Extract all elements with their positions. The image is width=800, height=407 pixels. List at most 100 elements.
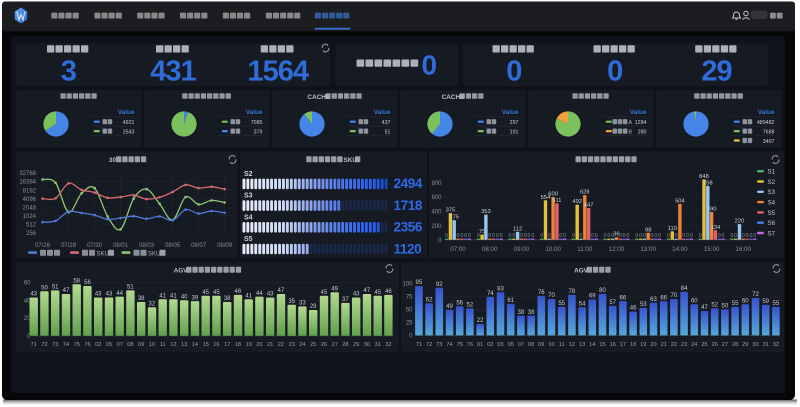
svg-text:400: 400 xyxy=(431,210,442,216)
svg-text:0: 0 xyxy=(509,233,512,239)
svg-text:22: 22 xyxy=(671,342,677,348)
svg-text:10: 10 xyxy=(149,342,155,348)
svg-text:52: 52 xyxy=(711,303,718,309)
svg-text:0: 0 xyxy=(722,233,725,239)
svg-text:1564: 1564 xyxy=(247,56,308,88)
svg-text:0: 0 xyxy=(643,233,646,239)
svg-text:B: B xyxy=(629,130,633,136)
svg-text:0: 0 xyxy=(651,233,654,239)
svg-text:59: 59 xyxy=(762,299,769,305)
svg-text:19: 19 xyxy=(246,342,252,348)
svg-text:0: 0 xyxy=(667,233,670,239)
svg-text:45: 45 xyxy=(321,290,328,296)
svg-text:100: 100 xyxy=(402,282,413,288)
svg-text:32768: 32768 xyxy=(19,171,36,177)
svg-text:12:00: 12:00 xyxy=(609,246,625,253)
svg-text:0: 0 xyxy=(572,233,575,239)
svg-text:12: 12 xyxy=(569,342,575,348)
svg-text:95: 95 xyxy=(416,280,423,286)
svg-text:41: 41 xyxy=(170,294,177,300)
svg-text:08: 08 xyxy=(127,342,133,348)
svg-text:0: 0 xyxy=(540,233,543,239)
svg-text:504: 504 xyxy=(675,198,685,204)
svg-text:46: 46 xyxy=(235,289,242,295)
svg-text:554: 554 xyxy=(541,195,551,201)
svg-text:437: 437 xyxy=(382,120,391,126)
svg-text:0: 0 xyxy=(734,233,737,239)
svg-text:15:00: 15:00 xyxy=(704,246,720,253)
svg-text:512: 512 xyxy=(26,222,37,228)
svg-text:70: 70 xyxy=(548,293,555,299)
svg-text:75: 75 xyxy=(479,229,485,235)
svg-text:52: 52 xyxy=(467,303,474,309)
svg-text:0: 0 xyxy=(506,56,521,88)
svg-text:18: 18 xyxy=(630,342,636,348)
svg-text:CACHE: CACHE xyxy=(307,94,330,101)
svg-text:S2: S2 xyxy=(768,179,776,186)
svg-text:0: 0 xyxy=(488,233,491,239)
svg-text:21: 21 xyxy=(661,342,667,348)
svg-text:53: 53 xyxy=(640,302,647,308)
svg-text:0: 0 xyxy=(460,233,463,239)
svg-text:200: 200 xyxy=(431,224,442,230)
svg-text:11:00: 11:00 xyxy=(577,246,593,253)
svg-text:45: 45 xyxy=(374,290,381,296)
svg-text:16384: 16384 xyxy=(19,180,36,186)
svg-text:09:00: 09:00 xyxy=(514,246,530,253)
svg-text:62: 62 xyxy=(426,297,433,303)
svg-text:08/03: 08/03 xyxy=(139,243,155,249)
svg-text:17: 17 xyxy=(224,342,230,348)
svg-text:14:00: 14:00 xyxy=(672,246,688,253)
svg-text:51: 51 xyxy=(385,129,391,135)
svg-text:45: 45 xyxy=(213,290,220,296)
svg-text:22: 22 xyxy=(477,318,484,324)
svg-text:134: 134 xyxy=(711,225,721,231)
svg-text:2356: 2356 xyxy=(394,220,423,235)
svg-text:20: 20 xyxy=(650,342,656,348)
svg-text:2543: 2543 xyxy=(123,129,135,135)
svg-text:S2: S2 xyxy=(244,171,253,178)
svg-text:60: 60 xyxy=(24,281,31,287)
svg-text:71: 71 xyxy=(31,342,37,348)
svg-text:10: 10 xyxy=(548,342,554,348)
svg-text:08/05: 08/05 xyxy=(165,243,181,249)
svg-text:800: 800 xyxy=(431,181,442,187)
svg-text:10:00: 10:00 xyxy=(545,246,561,253)
svg-text:0: 0 xyxy=(500,233,503,239)
svg-text:0: 0 xyxy=(626,233,629,239)
svg-text:46: 46 xyxy=(385,289,392,295)
svg-text:92: 92 xyxy=(436,282,443,288)
svg-text:191: 191 xyxy=(510,129,519,135)
svg-text:0: 0 xyxy=(742,233,745,239)
svg-text:80: 80 xyxy=(599,288,606,294)
svg-text:55: 55 xyxy=(558,301,565,307)
svg-text:35: 35 xyxy=(288,299,295,305)
svg-text:S5: S5 xyxy=(768,210,776,217)
svg-text:76: 76 xyxy=(538,290,545,296)
svg-text:S1: S1 xyxy=(768,169,776,176)
svg-text:24: 24 xyxy=(299,342,305,348)
svg-text:50: 50 xyxy=(41,286,48,292)
svg-text:69: 69 xyxy=(589,294,596,300)
svg-text:07/28: 07/28 xyxy=(61,243,77,249)
svg-text:30: 30 xyxy=(752,342,758,348)
svg-text:25: 25 xyxy=(310,342,316,348)
svg-text:2048: 2048 xyxy=(23,205,37,211)
svg-text:14: 14 xyxy=(589,342,595,348)
svg-text:19: 19 xyxy=(640,342,646,348)
svg-text:25: 25 xyxy=(701,342,707,348)
svg-text:848: 848 xyxy=(699,174,709,180)
svg-text:54: 54 xyxy=(579,302,586,308)
svg-text:297: 297 xyxy=(510,120,519,126)
svg-text:49: 49 xyxy=(446,304,453,310)
svg-text:280: 280 xyxy=(638,129,647,135)
svg-text:S3: S3 xyxy=(768,189,776,196)
svg-text:0: 0 xyxy=(531,233,534,239)
svg-text:09: 09 xyxy=(538,342,544,348)
svg-text:07: 07 xyxy=(518,342,524,348)
svg-text:S5: S5 xyxy=(244,236,253,243)
svg-text:66: 66 xyxy=(660,295,667,301)
svg-text:13: 13 xyxy=(181,342,187,348)
svg-text:3: 3 xyxy=(61,56,77,88)
svg-text:41: 41 xyxy=(245,294,252,300)
